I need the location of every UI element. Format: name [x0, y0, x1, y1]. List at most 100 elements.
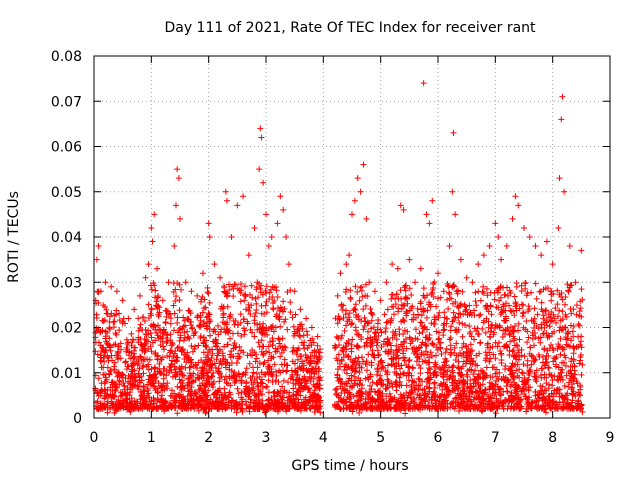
data-point [548, 297, 555, 304]
data-point [113, 288, 120, 295]
data-point [496, 402, 503, 409]
data-point [127, 408, 134, 415]
data-point [543, 409, 550, 416]
data-point [352, 324, 359, 331]
data-point [568, 390, 575, 397]
data-point [430, 320, 437, 327]
data-point [491, 392, 498, 399]
data-point [515, 320, 522, 327]
data-point [340, 348, 347, 355]
data-point [487, 374, 494, 381]
data-point [384, 306, 391, 313]
data-point [544, 334, 551, 341]
data-point [179, 346, 186, 353]
data-point [148, 286, 155, 293]
data-point [529, 399, 536, 406]
data-point [486, 333, 493, 340]
data-point [361, 343, 368, 350]
data-point [383, 279, 390, 286]
data-point [526, 234, 533, 240]
data-point [513, 382, 520, 389]
data-point [387, 319, 394, 326]
data-point [106, 324, 113, 331]
data-point [462, 307, 469, 314]
data-point [427, 303, 434, 310]
data-point [379, 363, 386, 370]
data-point [454, 380, 461, 387]
data-point [344, 318, 351, 325]
data-point [205, 369, 212, 376]
data-point [281, 318, 288, 325]
data-point [450, 362, 457, 369]
data-point [411, 344, 418, 351]
data-point [210, 328, 217, 335]
data-point [482, 357, 489, 364]
data-point [211, 261, 218, 268]
data-point [272, 368, 279, 375]
data-point [231, 375, 238, 382]
data-point [164, 352, 171, 359]
data-point [492, 410, 499, 417]
data-point [230, 293, 237, 300]
data-point [290, 344, 297, 351]
data-point [422, 340, 429, 347]
x-tick-label: 1 [147, 430, 156, 446]
data-point [106, 335, 113, 342]
data-point [188, 374, 195, 381]
data-point [490, 351, 497, 358]
data-point [98, 348, 105, 355]
data-point [417, 382, 424, 389]
data-point [168, 387, 175, 394]
data-point [132, 403, 139, 410]
data-point [357, 188, 364, 195]
data-point [355, 354, 362, 361]
data-point [93, 256, 100, 263]
y-tick-label: 0.01 [51, 366, 82, 382]
data-point [247, 311, 254, 318]
data-point [174, 319, 181, 326]
data-point [454, 364, 461, 371]
data-point [447, 334, 454, 341]
data-point [494, 323, 501, 330]
data-point [459, 344, 466, 351]
data-point [241, 327, 248, 334]
data-point [258, 310, 265, 317]
data-point [408, 316, 415, 323]
data-point [376, 387, 383, 394]
data-point [381, 338, 388, 345]
data-point [167, 402, 174, 409]
data-point [545, 311, 552, 318]
data-point [256, 396, 263, 403]
data-point [518, 282, 525, 289]
data-point [391, 368, 398, 375]
data-point [235, 353, 242, 360]
data-point [129, 368, 136, 375]
data-point [417, 300, 424, 307]
data-point [514, 400, 521, 407]
data-point [434, 405, 441, 412]
data-point [489, 400, 496, 407]
data-point [569, 328, 576, 335]
data-point [403, 372, 410, 379]
data-point [449, 369, 456, 376]
data-point [540, 312, 547, 319]
data-point [356, 409, 363, 416]
data-point [214, 398, 221, 405]
data-point [388, 315, 395, 322]
data-point [338, 390, 345, 397]
data-point [479, 381, 486, 388]
y-tick-label: 0.04 [51, 230, 82, 246]
data-point [510, 403, 517, 410]
data-point [411, 378, 418, 385]
data-point [374, 320, 381, 327]
data-point [139, 364, 146, 371]
data-point [111, 393, 118, 400]
data-point [333, 385, 340, 392]
data-point [251, 333, 258, 340]
data-point [557, 369, 564, 376]
data-point [240, 193, 247, 200]
data-point [153, 298, 160, 305]
data-point [355, 402, 362, 409]
data-point [562, 362, 569, 369]
data-point [539, 365, 546, 372]
